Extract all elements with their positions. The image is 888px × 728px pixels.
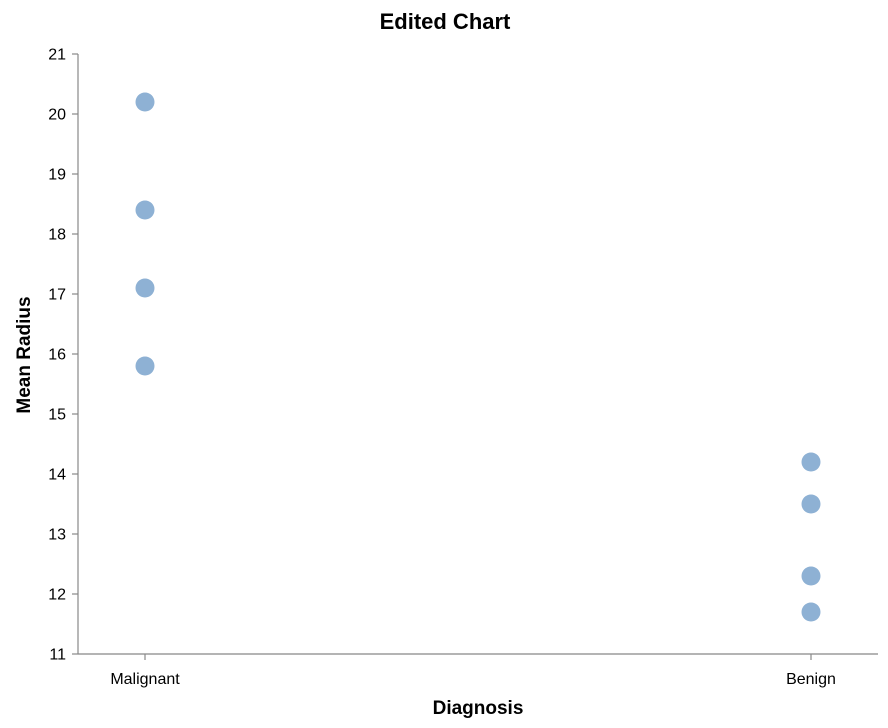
data-point <box>135 356 155 376</box>
data-point <box>801 602 821 622</box>
y-tick-label: 18 <box>48 227 66 244</box>
y-tick-label: 13 <box>48 527 66 544</box>
data-point <box>801 452 821 472</box>
x-tick-label: Malignant <box>110 671 180 688</box>
chart-title: Edited Chart <box>380 9 511 34</box>
data-point <box>135 200 155 220</box>
data-point <box>801 566 821 586</box>
data-point <box>135 92 155 112</box>
y-axis: 11 12 13 14 15 16 17 18 19 20 21 <box>48 47 79 664</box>
x-axis-title: Diagnosis <box>433 698 524 719</box>
y-tick-label: 11 <box>49 647 66 664</box>
data-points <box>135 92 821 622</box>
data-point <box>801 494 821 514</box>
y-tick-label: 21 <box>48 47 66 64</box>
y-tick-label: 16 <box>48 347 66 364</box>
x-axis: Malignant Benign <box>78 653 878 688</box>
y-tick-label: 14 <box>48 467 66 484</box>
y-tick-label: 17 <box>48 287 66 304</box>
y-tick-label: 12 <box>48 587 66 604</box>
data-point <box>135 278 155 298</box>
x-tick-label: Benign <box>786 671 836 688</box>
y-tick-label: 19 <box>48 167 66 184</box>
y-tick-label: 20 <box>48 107 66 124</box>
y-tick-label: 15 <box>48 407 66 424</box>
y-axis-title: Mean Radius <box>14 296 35 413</box>
